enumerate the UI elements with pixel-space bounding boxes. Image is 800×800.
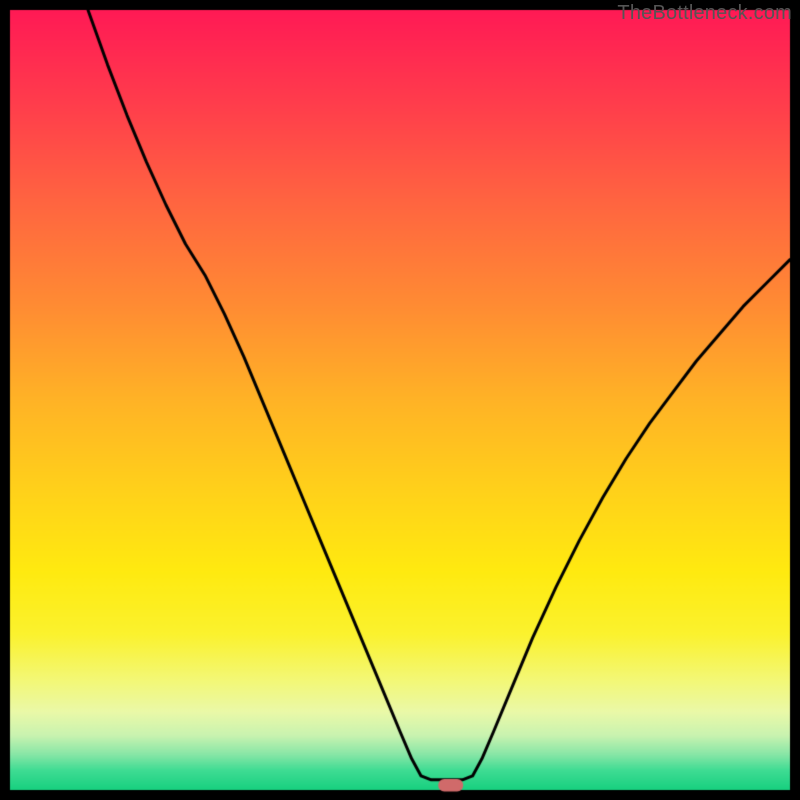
attribution-label: TheBottleneck.com — [617, 2, 792, 25]
bottleneck-curve-chart — [0, 0, 800, 800]
chart-container: TheBottleneck.com — [0, 0, 800, 800]
